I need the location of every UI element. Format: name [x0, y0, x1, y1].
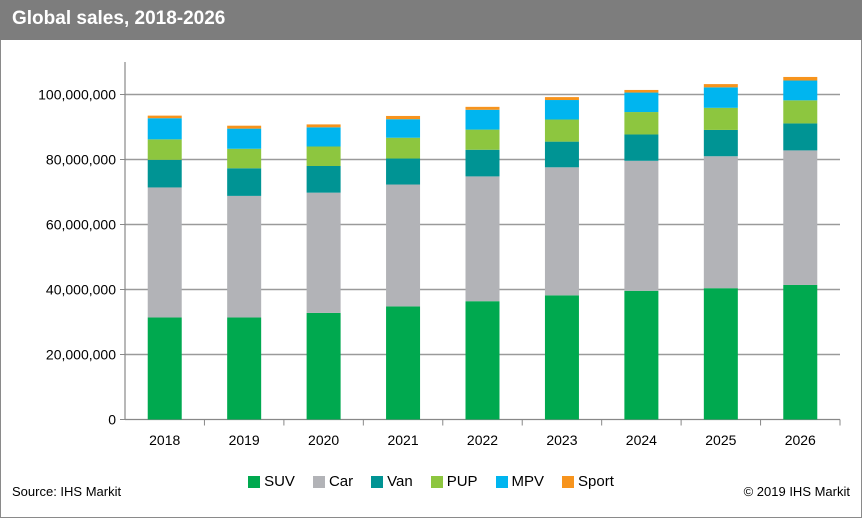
- y-tick-label: 60,000,000: [46, 217, 116, 233]
- legend-label: PUP: [446, 473, 478, 490]
- bar-car-2022: [465, 176, 500, 302]
- legend-item-suv: SUV: [248, 473, 295, 490]
- bar-mpv-2024: [624, 92, 659, 113]
- bar-mpv-2019: [227, 128, 262, 149]
- bar-van-2018: [147, 159, 182, 188]
- legend-label: Sport: [578, 473, 614, 490]
- bar-sport-2020: [306, 124, 341, 128]
- x-tick-label: 2025: [705, 432, 736, 448]
- bar-suv-2025: [703, 288, 738, 420]
- legend-swatch: [248, 475, 261, 488]
- chart-header: Global sales, 2018-2026: [0, 0, 862, 40]
- bar-pup-2024: [624, 112, 659, 135]
- legend-swatch: [312, 475, 325, 488]
- bar-car-2021: [386, 184, 421, 307]
- chart-title: Global sales, 2018-2026: [12, 8, 226, 29]
- bar-suv-2024: [624, 290, 659, 420]
- bar-mpv-2026: [783, 80, 818, 101]
- bar-van-2020: [306, 166, 341, 193]
- legend-label: MPV: [511, 473, 545, 490]
- bar-van-2023: [544, 141, 579, 168]
- bar-suv-2019: [227, 317, 262, 420]
- bar-sport-2025: [703, 84, 738, 88]
- bar-car-2026: [783, 150, 818, 285]
- bar-suv-2023: [544, 295, 579, 420]
- bar-car-2020: [306, 192, 341, 313]
- bar-van-2019: [227, 168, 262, 196]
- bar-mpv-2023: [544, 100, 579, 120]
- bar-mpv-2018: [147, 118, 182, 140]
- bar-car-2023: [544, 167, 579, 296]
- x-tick-label: 2026: [785, 432, 816, 448]
- legend-item-mpv: MPV: [495, 473, 545, 490]
- bar-sport-2018: [147, 115, 182, 119]
- y-tick-label: 80,000,000: [46, 152, 116, 168]
- legend-swatch: [495, 475, 508, 488]
- x-tick-label: 2021: [387, 432, 418, 448]
- bar-suv-2021: [386, 306, 421, 420]
- bar-mpv-2021: [386, 119, 421, 138]
- bar-mpv-2022: [465, 109, 500, 130]
- y-tick-label: 40,000,000: [46, 282, 116, 298]
- bar-sport-2026: [783, 76, 818, 81]
- legend: SUV Car Van PUP MPV Sport: [0, 473, 862, 490]
- bar-sport-2021: [386, 115, 421, 120]
- bar-pup-2022: [465, 129, 500, 150]
- bar-van-2021: [386, 158, 421, 185]
- bar-pup-2020: [306, 146, 341, 166]
- legend-label: SUV: [264, 473, 295, 490]
- y-tick-label: 0: [108, 412, 116, 428]
- legend-item-sport: Sport: [562, 473, 614, 490]
- bar-sport-2023: [544, 97, 579, 101]
- bar-van-2025: [703, 129, 738, 157]
- bar-suv-2022: [465, 301, 500, 420]
- x-tick-label: 2024: [626, 432, 657, 448]
- bar-car-2025: [703, 156, 738, 289]
- bar-pup-2021: [386, 137, 421, 159]
- legend-swatch: [562, 475, 575, 488]
- bar-van-2026: [783, 123, 818, 151]
- bar-sport-2019: [227, 125, 262, 129]
- bar-mpv-2020: [306, 127, 341, 147]
- legend-item-van: Van: [371, 473, 413, 490]
- legend-item-car: Car: [312, 473, 354, 490]
- bar-suv-2026: [783, 284, 818, 420]
- bar-van-2022: [465, 149, 500, 177]
- x-tick-label: 2022: [467, 432, 498, 448]
- legend-swatch: [371, 475, 384, 488]
- bar-sport-2022: [465, 106, 500, 110]
- bar-pup-2023: [544, 119, 579, 142]
- bar-car-2018: [147, 187, 182, 318]
- bar-pup-2019: [227, 148, 262, 169]
- bar-suv-2020: [306, 312, 341, 420]
- x-tick-label: 2019: [229, 432, 260, 448]
- bar-car-2019: [227, 195, 262, 318]
- x-tick-label: 2020: [308, 432, 339, 448]
- legend-swatch: [430, 475, 443, 488]
- legend-label: Van: [387, 473, 413, 490]
- x-tick-label: 2023: [546, 432, 577, 448]
- bar-van-2024: [624, 134, 659, 161]
- legend-label: Car: [328, 473, 354, 490]
- bar-pup-2025: [703, 107, 738, 130]
- source-note: Source: IHS Markit: [12, 484, 122, 499]
- bar-pup-2026: [783, 100, 818, 124]
- y-tick-label: 100,000,000: [38, 87, 116, 103]
- x-tick-label: 2018: [149, 432, 180, 448]
- legend-item-pup: PUP: [430, 473, 478, 490]
- bar-mpv-2025: [703, 87, 738, 108]
- bar-sport-2024: [624, 89, 659, 93]
- bar-car-2024: [624, 160, 659, 291]
- bar-pup-2018: [147, 139, 182, 160]
- bar-suv-2018: [147, 317, 182, 420]
- copyright-note: © 2019 IHS Markit: [743, 484, 850, 499]
- y-tick-label: 20,000,000: [46, 347, 116, 363]
